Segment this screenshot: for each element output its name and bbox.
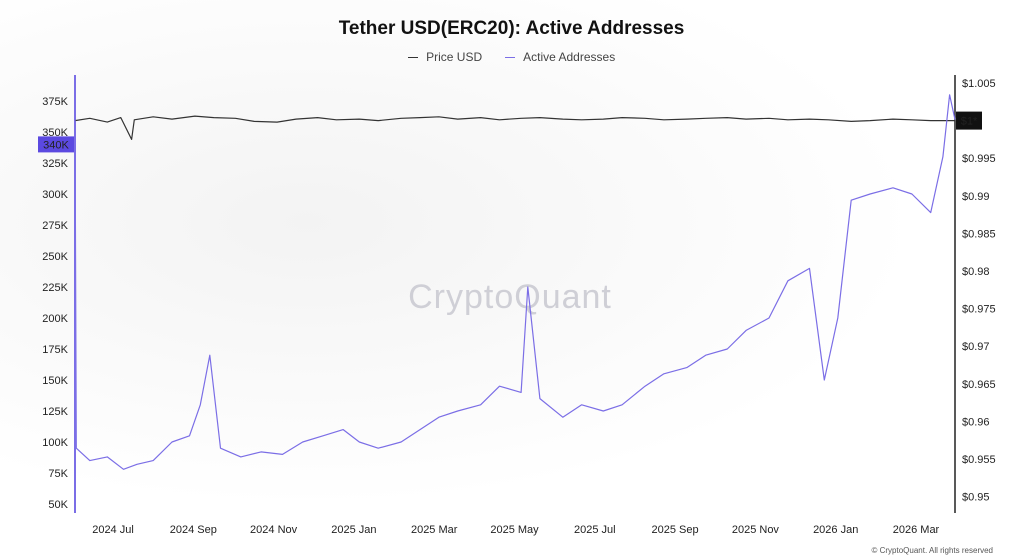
right-tick-label: $0.95 <box>962 492 990 504</box>
left-tick-label: 300K <box>42 189 68 201</box>
legend-swatch-active-addresses <box>505 57 516 59</box>
left-tick-label: 325K <box>42 158 68 170</box>
left-tick-label: 150K <box>42 375 68 387</box>
chart-legend: Price USD Active Addresses <box>0 50 1023 64</box>
right-tick-label: $1.005 <box>962 78 996 90</box>
legend-label-price: Price USD <box>426 50 483 64</box>
right-tick-label: $0.975 <box>962 304 996 316</box>
x-tick-label: 2024 Jul <box>92 524 134 536</box>
right-current-value-label: $1* <box>961 116 978 128</box>
right-current-value-badge <box>956 111 982 130</box>
legend-label-active-addresses: Active Addresses <box>523 50 616 64</box>
x-tick-label: 2024 Nov <box>250 524 298 536</box>
right-tick-label: $0.995 <box>962 153 996 165</box>
legend-item-price[interactable]: Price USD <box>407 50 483 64</box>
price-usd-line <box>74 115 955 140</box>
x-tick-label: 2025 Mar <box>411 524 458 536</box>
right-tick-label: $0.97 <box>962 341 990 353</box>
x-tick-label: 2025 Jan <box>331 524 376 536</box>
x-tick-label: 2025 Sep <box>652 524 699 536</box>
right-tick-label: $0.99 <box>962 191 990 203</box>
x-tick-label: 2025 Nov <box>732 524 780 536</box>
left-tick-label: 50K <box>48 499 68 511</box>
left-tick-label: 375K <box>42 96 68 108</box>
x-tick-label: 2025 May <box>490 524 539 536</box>
left-tick-label: 250K <box>42 251 68 263</box>
right-tick-label: $0.965 <box>962 379 996 391</box>
right-tick-label: $0.955 <box>962 454 996 466</box>
left-tick-label: 75K <box>48 468 68 480</box>
left-current-value-label: 340K <box>43 139 69 151</box>
right-tick-label: $0.98 <box>962 266 990 278</box>
left-tick-label: 175K <box>42 344 68 356</box>
chart-title: Tether USD(ERC20): Active Addresses <box>338 18 685 39</box>
right-tick-label: $0.96 <box>962 416 990 428</box>
x-tick-label: 2026 Mar <box>893 524 940 536</box>
left-tick-label: 350K <box>42 127 68 139</box>
left-tick-label: 125K <box>42 406 68 418</box>
x-tick-label: 2024 Sep <box>170 524 217 536</box>
right-tick-label: $0.985 <box>962 228 996 240</box>
left-tick-label: 225K <box>42 282 68 294</box>
x-tick-label: 2025 Jul <box>574 524 616 536</box>
copyright-text: © CryptoQuant. All rights reserved <box>871 546 994 555</box>
active-addresses-line <box>74 94 956 470</box>
legend-swatch-price <box>407 57 418 59</box>
left-tick-label: 100K <box>42 437 68 449</box>
x-tick-label: 2026 Jan <box>813 524 858 536</box>
left-current-value-badge <box>38 136 74 153</box>
left-tick-label: 275K <box>42 220 68 232</box>
watermark-text: CryptoQuant <box>408 278 612 316</box>
legend-item-active-addresses[interactable]: Active Addresses <box>505 50 615 64</box>
left-tick-label: 200K <box>42 313 68 325</box>
